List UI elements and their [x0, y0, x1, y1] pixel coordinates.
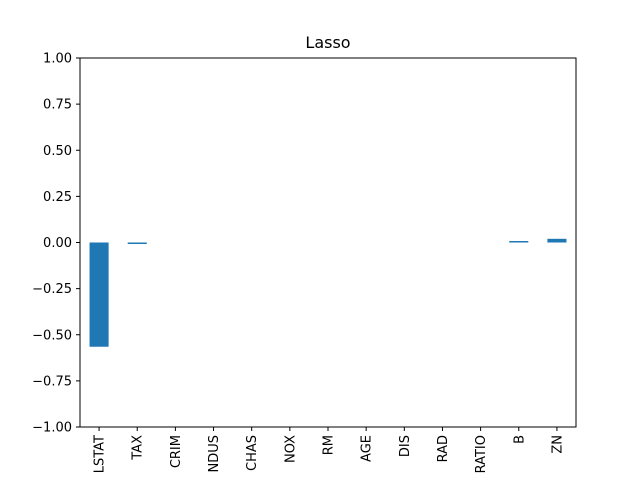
- y-tick-label: 0.00: [43, 236, 72, 251]
- y-tick-label: −0.75: [32, 374, 72, 389]
- x-tick-label: CRIM: [169, 435, 184, 468]
- x-tick-label: NDUS: [207, 435, 222, 473]
- bar-tax: [127, 242, 147, 244]
- y-tick-label: 0.75: [43, 98, 72, 113]
- y-tick-label: −0.50: [32, 328, 72, 343]
- chart-title: Lasso: [305, 33, 350, 52]
- x-tick-label: CHAS: [245, 435, 260, 471]
- x-tick-label: TAX: [131, 435, 146, 461]
- bar-lstat: [89, 242, 109, 347]
- x-tick-label: RATIO: [474, 435, 489, 473]
- x-tick-label: NOX: [283, 435, 298, 463]
- bars-group: [89, 238, 567, 347]
- y-tick-label: −1.00: [32, 421, 72, 436]
- x-tick-label: AGE: [360, 435, 375, 462]
- bar-zn: [547, 238, 567, 243]
- x-tick-label: DIS: [398, 435, 413, 457]
- y-axis: 1.00 0.75 0.50 0.25 0.00 −0.25 −0.50 −0.75 −1.00: [32, 52, 80, 436]
- y-tick-label: 1.00: [43, 52, 72, 67]
- y-tick-label: 0.50: [43, 144, 72, 159]
- x-tick-label: LSTAT: [93, 435, 108, 473]
- plot-frame: [79, 57, 577, 428]
- y-tick-label: 0.25: [43, 190, 72, 205]
- bar-b: [509, 241, 529, 243]
- x-tick-label: B: [512, 435, 527, 444]
- x-tick-label: RM: [322, 435, 337, 455]
- y-tick-label: −0.25: [32, 282, 72, 297]
- x-tick-label: RAD: [436, 435, 451, 462]
- x-tick-label: ZN: [550, 435, 565, 454]
- x-axis: LSTAT TAX CRIM NDUS CHAS NOX RM AGE DIS RAD RATIO B…: [93, 427, 565, 473]
